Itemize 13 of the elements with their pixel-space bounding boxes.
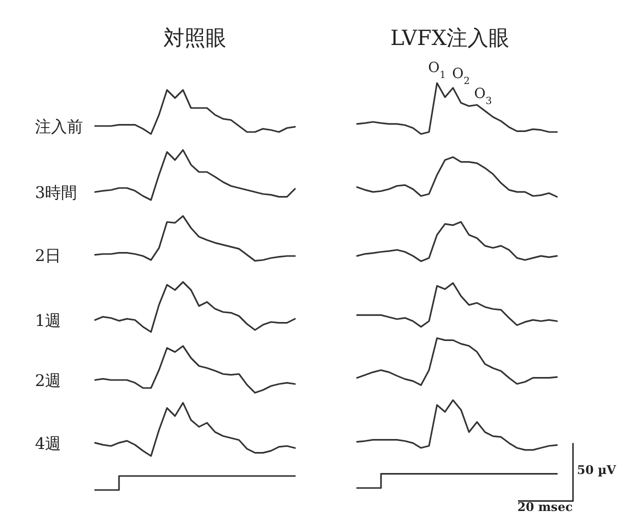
text: O$_{1}$ [428,60,446,80]
annotation: O$_{2}$ [452,66,470,86]
text: 20 msec [517,500,573,514]
text: 4週 [35,434,62,453]
annotation: O$_{3}$ [474,86,492,106]
series-label: 3時間 [35,183,78,202]
text: 1週 [35,311,62,330]
chart-title: LVFX注入眼 [390,26,510,50]
text: 2日 [35,246,62,265]
chart-title: 対照眼 [164,26,226,50]
text: 50 µV [577,463,617,477]
text: 2週 [35,371,62,390]
series-label: 注入前 [35,117,83,136]
